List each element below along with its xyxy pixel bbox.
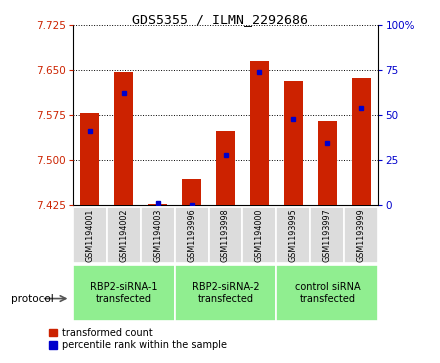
FancyBboxPatch shape: [73, 207, 106, 263]
Bar: [284, 81, 303, 205]
FancyBboxPatch shape: [106, 207, 140, 263]
Text: GSM1194002: GSM1194002: [119, 208, 128, 262]
Bar: [216, 131, 235, 205]
Text: GSM1194001: GSM1194001: [85, 208, 94, 262]
FancyBboxPatch shape: [242, 207, 276, 263]
FancyBboxPatch shape: [73, 265, 175, 321]
FancyBboxPatch shape: [175, 207, 209, 263]
Legend: transformed count, percentile rank within the sample: transformed count, percentile rank withi…: [49, 328, 227, 350]
Bar: [148, 204, 167, 205]
FancyBboxPatch shape: [311, 207, 345, 263]
Text: RBP2-siRNA-2
transfected: RBP2-siRNA-2 transfected: [192, 282, 259, 304]
Text: GSM1193997: GSM1193997: [323, 208, 332, 262]
Text: GSM1193996: GSM1193996: [187, 208, 196, 262]
Bar: [352, 78, 371, 205]
FancyBboxPatch shape: [276, 207, 311, 263]
Text: GSM1194000: GSM1194000: [255, 208, 264, 262]
FancyBboxPatch shape: [345, 207, 378, 263]
Text: GDS5355 / ILMN_2292686: GDS5355 / ILMN_2292686: [132, 13, 308, 26]
Text: RBP2-siRNA-1
transfected: RBP2-siRNA-1 transfected: [90, 282, 158, 304]
FancyBboxPatch shape: [140, 207, 175, 263]
Text: GSM1193995: GSM1193995: [289, 208, 298, 262]
Bar: [182, 179, 201, 205]
Text: GSM1193999: GSM1193999: [357, 208, 366, 262]
Text: protocol: protocol: [11, 294, 54, 305]
Bar: [250, 61, 269, 205]
Bar: [80, 114, 99, 205]
FancyBboxPatch shape: [175, 265, 276, 321]
FancyBboxPatch shape: [209, 207, 242, 263]
Text: GSM1193998: GSM1193998: [221, 208, 230, 262]
Text: GSM1194003: GSM1194003: [153, 208, 162, 262]
Bar: [114, 72, 133, 205]
FancyBboxPatch shape: [276, 265, 378, 321]
Bar: [318, 121, 337, 205]
Text: control siRNA
transfected: control siRNA transfected: [295, 282, 360, 304]
